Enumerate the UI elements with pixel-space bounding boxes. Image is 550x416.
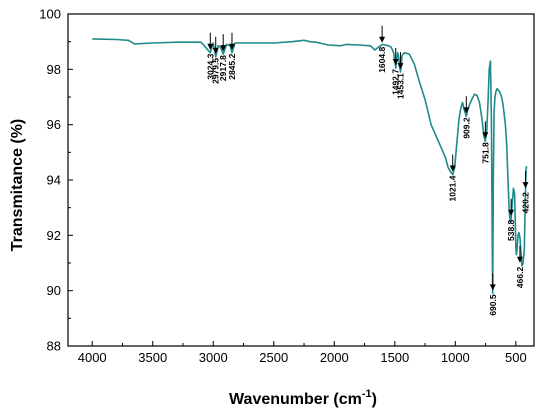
y-tick-label: 96 — [47, 117, 61, 132]
peak-label: 1453.1 — [396, 73, 406, 99]
y-tick-label: 100 — [39, 7, 61, 22]
peak-label: 690.5 — [488, 294, 498, 316]
peak-arrow-head — [207, 43, 214, 50]
peak-label: 2979.5 — [211, 58, 221, 84]
peak-arrow-head — [508, 209, 515, 216]
x-axis-title-main: Wavenumber (cm — [229, 391, 362, 408]
x-tick-label: 3500 — [138, 350, 167, 365]
y-tick-label: 94 — [47, 173, 61, 188]
x-tick-label: 3000 — [199, 350, 228, 365]
peak-label: 538.8 — [506, 219, 516, 241]
peak-arrow-head — [482, 132, 489, 139]
x-tick-label: 1500 — [380, 350, 409, 365]
spectrum-line — [92, 38, 528, 295]
peak-label: 3024.3 — [205, 53, 215, 79]
x-axis-title-suffix: ) — [372, 391, 377, 408]
peak-label: 751.8 — [480, 142, 490, 164]
x-tick-label: 2500 — [259, 350, 288, 365]
y-axis-title: Transmitance (%) — [9, 119, 26, 251]
y-tick-label: 90 — [47, 283, 61, 298]
peak-arrow-head — [379, 36, 386, 43]
peak-label: 1604.8 — [377, 47, 387, 73]
peak-arrow-head — [212, 47, 219, 54]
x-tick-label: 2000 — [320, 350, 349, 365]
peak-arrow-head — [397, 63, 404, 70]
peak-arrow-head — [516, 256, 523, 263]
peak-arrow-head — [449, 165, 456, 172]
y-tick-label: 98 — [47, 62, 61, 77]
peak-label: 466.2 — [515, 267, 525, 289]
x-axis-title-sup: -1 — [362, 388, 372, 400]
x-tick-label: 4000 — [78, 350, 107, 365]
peak-arrow-head — [229, 43, 235, 50]
peak-arrow-head — [463, 107, 470, 114]
peak-label: 1021.4 — [448, 175, 458, 201]
peak-label: 2917.8 — [218, 55, 228, 81]
y-tick-label: 92 — [47, 228, 61, 243]
peak-label: 1492.7 — [391, 69, 401, 95]
y-tick-label: 88 — [47, 339, 61, 354]
x-tick-label: 500 — [505, 350, 527, 365]
peak-arrow-head — [489, 284, 496, 291]
peak-label: 420.2 — [521, 192, 531, 214]
peak-arrow-head — [220, 45, 227, 52]
axis-ticks: 4000 3500 3000 2500 2000 1500 1000 500 88 90 92 94 9… — [39, 7, 526, 366]
x-axis-title: Wavenumber (cm-1) — [229, 388, 377, 408]
x-tick-label: 1000 — [441, 350, 470, 365]
peak-label: 2845.2 — [227, 53, 237, 79]
peak-label: 909.2 — [461, 117, 471, 139]
peak-arrow-head — [392, 59, 399, 65]
peak-arrow-head — [522, 182, 529, 189]
